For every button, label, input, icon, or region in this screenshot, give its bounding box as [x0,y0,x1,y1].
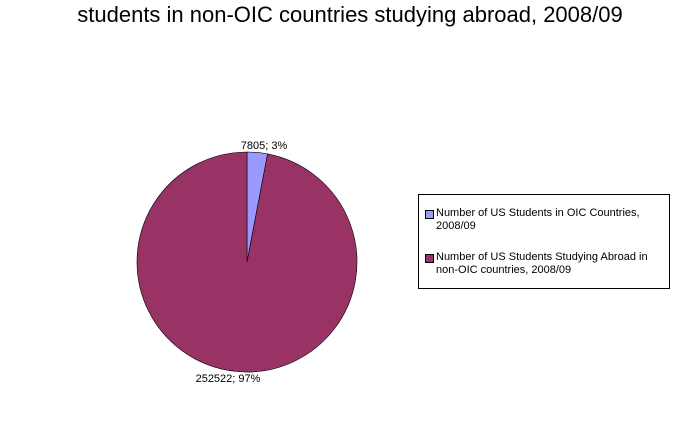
legend-item-oic: Number of US Students in OIC Countries, … [425,207,666,233]
data-label: 252522; 97% [196,373,261,385]
legend-item-non-oic: Number of US Students Studying Abroad in… [425,251,666,277]
chart-title: students in non-OIC countries studying a… [77,2,623,27]
legend-label: Number of US Students Studying Abroad in… [436,251,648,276]
legend-swatch [425,210,434,219]
legend-swatch [425,254,434,263]
pie-slice [136,151,358,373]
legend: Number of US Students in OIC Countries, … [418,194,670,289]
data-label: 7805; 3% [241,140,288,152]
legend-label: Number of US Students in OIC Countries, … [436,207,640,232]
